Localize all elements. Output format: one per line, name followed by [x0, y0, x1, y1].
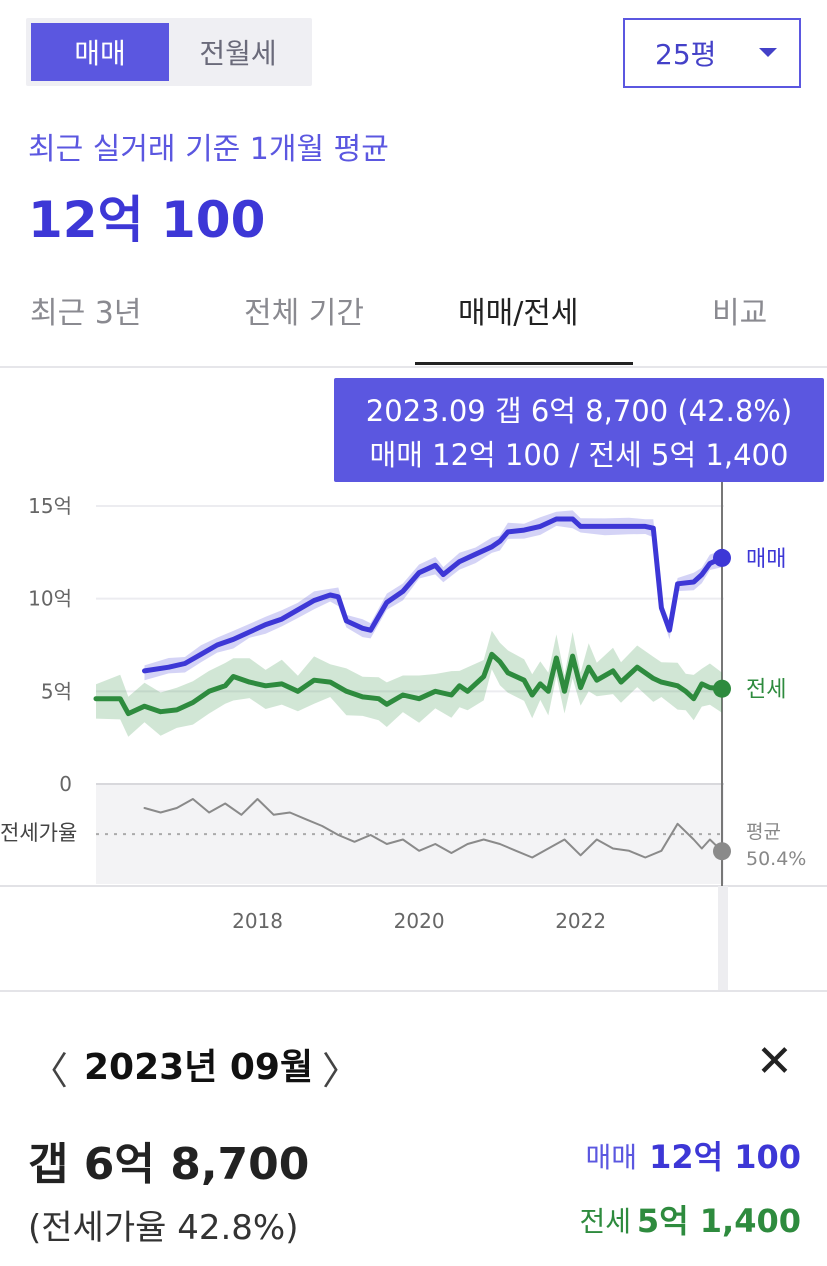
summary-price: 12억 100: [28, 191, 266, 249]
ratio-line-end-point: [713, 842, 731, 861]
selection-track: [718, 886, 728, 990]
summary-subtitle: 최근 실거래 기준 1개월 평균: [28, 132, 389, 167]
x-tick-label: 2020: [394, 909, 445, 933]
tab-compare[interactable]: 비교: [712, 296, 768, 331]
chevron-down-icon: [759, 48, 777, 57]
gap-amount: 갭 6억 8,700: [28, 1139, 310, 1190]
y-tick-label: 5억: [41, 679, 72, 703]
ratio-line: [143, 798, 723, 859]
rent-line: [93, 651, 725, 717]
divider: [0, 990, 827, 992]
y-tick-label: 0: [59, 772, 72, 796]
ratio-band-label: 전세가율: [0, 821, 77, 845]
ratio-average-label: 평균: [746, 821, 781, 843]
chart-tooltip: 2023.09 갭 6억 8,700 (42.8%) 매매 12억 100 / …: [334, 378, 824, 482]
x-tick-label: 2018: [232, 909, 283, 933]
rent-ratio: (전세가율 42.8%): [28, 1208, 299, 1248]
tooltip-line-prices: 매매 12억 100 / 전세 5억 1,400: [369, 438, 789, 472]
sale-toggle-button[interactable]: 매매: [31, 23, 169, 81]
sale-line: [142, 516, 725, 674]
ratio-average-value: 50.4%: [746, 848, 806, 870]
tab-all-period[interactable]: 전체 기간: [244, 296, 364, 331]
area-select-value: 25평: [655, 38, 717, 71]
deal-type-toggle: 매매 전월세: [26, 18, 312, 86]
rent-value: 5억 1,400: [636, 1202, 801, 1240]
tab-sale-rent[interactable]: 매매/전세: [458, 296, 579, 331]
sale-label: 매매: [585, 1141, 637, 1174]
tab-recent-3y[interactable]: 최근 3년: [30, 296, 142, 331]
sale-line-end-point: [713, 548, 731, 567]
tooltip-line-gap: 2023.09 갭 6억 8,700 (42.8%): [365, 394, 793, 428]
next-month-button[interactable]: 〉: [322, 1049, 361, 1093]
period-tabs: 최근 3년 전체 기간 매매/전세 비교: [0, 270, 827, 368]
sale-series-label: 매매: [746, 547, 786, 572]
x-tick-label: 2022: [555, 909, 606, 933]
rent-toggle-button[interactable]: 전월세: [199, 37, 277, 70]
rent-series-label: 전세: [746, 678, 786, 703]
rent-label: 전세: [579, 1205, 631, 1238]
active-tab-indicator: [415, 362, 633, 365]
prev-month-button[interactable]: 〈: [30, 1049, 69, 1093]
rent-line-end-point: [713, 679, 731, 698]
y-tick-label: 15억: [28, 494, 72, 518]
series-range-band: [96, 630, 722, 737]
selected-month: 2023년 09월: [84, 1047, 314, 1088]
y-tick-label: 10억: [28, 587, 72, 611]
close-icon[interactable]: ✕: [756, 1036, 793, 1087]
sale-value: 12억 100: [649, 1138, 801, 1176]
area-select[interactable]: 25평: [623, 18, 801, 88]
